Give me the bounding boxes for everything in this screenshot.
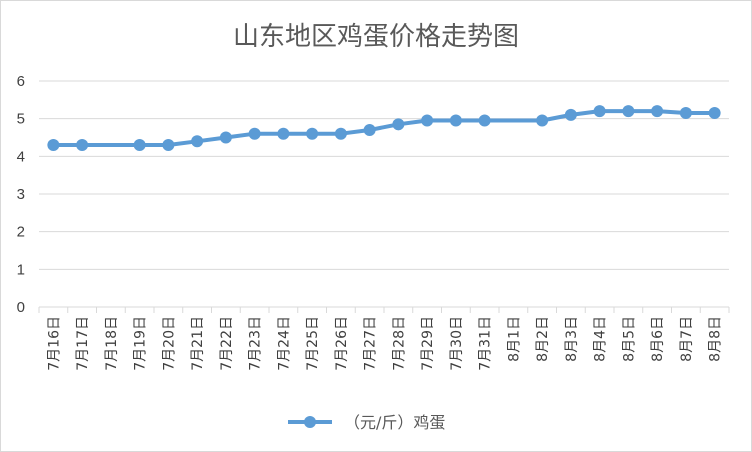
data-point [248, 127, 261, 140]
data-point [277, 127, 290, 140]
x-tick-label: 7月29日 [420, 316, 436, 371]
data-point [133, 139, 146, 152]
x-tick-label: 7月30日 [449, 316, 465, 371]
data-point [478, 114, 491, 127]
y-tick-label: 0 [17, 299, 25, 316]
y-tick-label: 6 [17, 73, 25, 90]
data-point [593, 105, 606, 118]
data-point [679, 107, 692, 120]
data-point [363, 123, 376, 136]
y-tick-label: 1 [17, 261, 25, 278]
x-tick-label: 8月4日 [593, 316, 609, 362]
x-tick-label: 7月31日 [478, 316, 494, 371]
x-tick-label: 7月22日 [219, 316, 235, 371]
data-point [708, 107, 721, 120]
x-tick-label: 7月27日 [363, 316, 379, 371]
gridlines [39, 80, 729, 308]
data-point [421, 114, 434, 127]
chart-title: 山东地区鸡蛋价格走势图 [233, 22, 519, 52]
series-line [47, 105, 721, 152]
y-tick-label: 5 [17, 111, 25, 128]
x-tick-label: 7月25日 [305, 316, 321, 371]
data-point [162, 139, 175, 152]
x-tick-label: 7月16日 [46, 316, 62, 371]
x-axis-ticks: 7月16日 7月17日 7月18日 7月19日 7月20日 7月21日 7月22日 7月23日… [38, 307, 730, 371]
data-point [191, 135, 204, 148]
data-point [622, 105, 635, 118]
x-tick-label: 7月19日 [133, 316, 149, 371]
y-tick-label: 4 [17, 148, 25, 165]
x-tick-label: 8月8日 [708, 316, 724, 362]
x-tick-label: 8月3日 [564, 316, 580, 362]
data-point [306, 127, 319, 140]
legend-point-marker [304, 416, 316, 428]
x-tick-label: 8月2日 [535, 316, 551, 362]
x-tick-label: 7月23日 [248, 316, 264, 371]
x-tick-label: 7月21日 [190, 316, 206, 371]
data-point [47, 139, 60, 152]
x-tick-label: 8月1日 [506, 316, 522, 362]
data-point [536, 114, 549, 127]
x-tick-label: 7月18日 [104, 316, 120, 371]
data-point [564, 108, 577, 121]
x-tick-label: 7月24日 [276, 316, 292, 371]
data-point [449, 114, 462, 127]
y-tick-label: 2 [17, 224, 25, 241]
y-axis-ticks: 0 1 2 3 4 5 6 [17, 73, 25, 316]
data-point [334, 127, 347, 140]
data-point [76, 139, 89, 152]
x-tick-label: 7月20日 [161, 316, 177, 371]
legend: （元/斤）鸡蛋 [288, 413, 445, 432]
x-tick-label: 8月5日 [621, 316, 637, 362]
y-tick-label: 3 [17, 186, 25, 203]
x-tick-label: 7月28日 [391, 316, 407, 371]
x-tick-label: 8月7日 [679, 316, 695, 362]
x-tick-label: 7月17日 [75, 316, 91, 371]
x-tick-label: 7月26日 [334, 316, 350, 371]
data-point [219, 131, 232, 144]
data-point [392, 118, 405, 131]
data-point [651, 105, 664, 118]
x-tick-label: 8月6日 [650, 316, 666, 362]
series-line-path [51, 109, 717, 147]
legend-label: （元/斤）鸡蛋 [344, 413, 445, 432]
